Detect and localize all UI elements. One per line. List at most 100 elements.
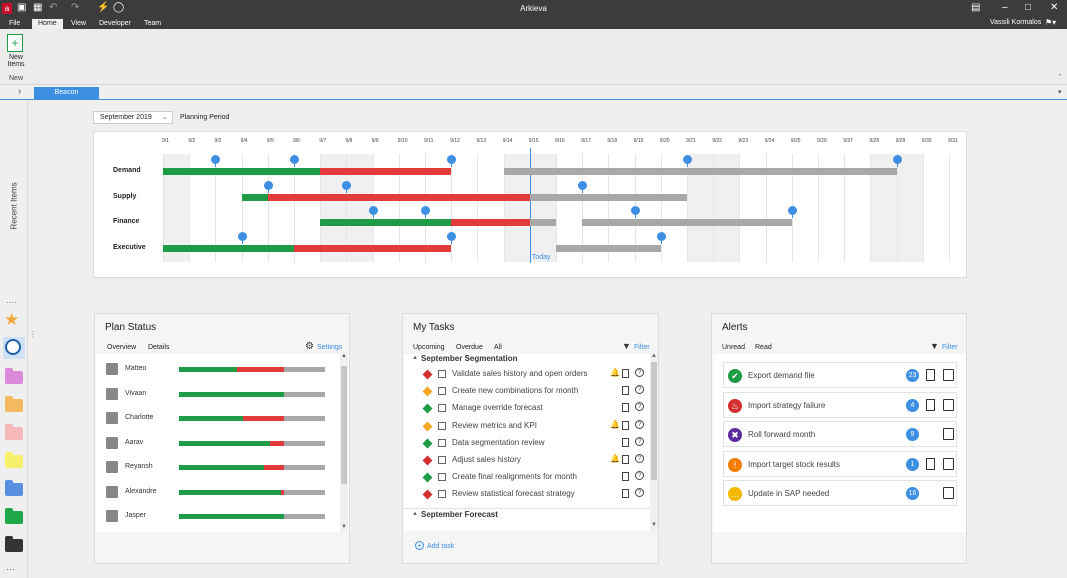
- milestone-marker[interactable]: [892, 155, 902, 167]
- alert-row[interactable]: ✖ Roll forward month 9: [723, 421, 957, 447]
- minimize-icon[interactable]: –: [1002, 2, 1008, 13]
- yellow-folder-icon[interactable]: [5, 452, 23, 468]
- alert-row[interactable]: ✔ Export demand file 23: [723, 362, 957, 388]
- milestone-marker[interactable]: [290, 155, 299, 167]
- add-task-link[interactable]: Add task: [427, 543, 455, 550]
- person-row[interactable]: Jasper: [106, 506, 346, 530]
- task-group-header[interactable]: September Forecast: [421, 510, 498, 519]
- help-icon[interactable]: ?: [635, 471, 644, 481]
- task-checkbox[interactable]: [438, 421, 446, 430]
- timeline-bar[interactable]: [241, 193, 268, 201]
- save-all-icon[interactable]: ▦: [33, 2, 43, 13]
- task-document-icon[interactable]: [943, 428, 954, 440]
- scrollbar-thumb[interactable]: [341, 366, 347, 484]
- document-icon[interactable]: [622, 472, 629, 482]
- milestone-marker[interactable]: [342, 180, 352, 193]
- task-row[interactable]: Adjust sales history 🔔?: [414, 453, 654, 470]
- menu-team[interactable]: Team: [144, 20, 162, 27]
- lightning-icon[interactable]: ⚡: [97, 2, 110, 13]
- milestone-marker[interactable]: [263, 180, 273, 193]
- document-icon[interactable]: [622, 386, 629, 396]
- layout-icon[interactable]: ▤: [971, 2, 981, 13]
- milestone-marker[interactable]: [630, 206, 640, 218]
- timeline-bar[interactable]: [320, 219, 452, 226]
- task-document-icon[interactable]: [943, 369, 954, 381]
- task-row[interactable]: Manage override forecast?: [414, 401, 654, 418]
- period-dropdown[interactable]: September 2019 ⌄: [93, 111, 173, 124]
- gear-icon[interactable]: ⚙: [305, 341, 314, 352]
- milestone-marker[interactable]: [447, 155, 457, 167]
- filter-link[interactable]: Filter: [634, 344, 650, 351]
- task-checkbox[interactable]: [438, 490, 446, 499]
- purple-folder-icon[interactable]: [5, 368, 23, 384]
- document-icon[interactable]: [622, 369, 629, 378]
- green-folder-icon[interactable]: [5, 508, 23, 524]
- task-row[interactable]: Data segmentation review?: [414, 436, 654, 453]
- person-row[interactable]: Aarav: [106, 433, 346, 457]
- task-checkbox[interactable]: [438, 370, 446, 378]
- alert-row[interactable]: … Update in SAP needed 16: [723, 480, 957, 506]
- timeline-bar[interactable]: [529, 193, 687, 201]
- help-icon[interactable]: ?: [635, 368, 644, 377]
- collapse-group-icon[interactable]: ▲: [412, 355, 418, 361]
- task-checkbox[interactable]: [438, 404, 446, 413]
- expand-chevron-icon[interactable]: ›: [18, 86, 22, 97]
- task-document-icon[interactable]: [943, 457, 954, 470]
- task-row[interactable]: Create final realignments for month?: [414, 470, 654, 487]
- document-icon[interactable]: [622, 489, 629, 499]
- menu-view[interactable]: View: [71, 20, 87, 27]
- filter-icon[interactable]: ▼: [622, 341, 631, 351]
- task-checkbox[interactable]: [438, 438, 446, 447]
- help-icon[interactable]: ?: [635, 436, 644, 446]
- help-icon[interactable]: ?: [635, 454, 644, 463]
- edit-document-icon[interactable]: [926, 369, 935, 381]
- lightbulb-icon[interactable]: ◯: [113, 2, 125, 13]
- blue-folder-icon[interactable]: [5, 480, 23, 496]
- milestone-marker[interactable]: [683, 155, 692, 167]
- menu-home[interactable]: Home: [32, 19, 63, 29]
- drag-handle-icon[interactable]: ····: [6, 298, 17, 307]
- tab-upcoming[interactable]: Upcoming: [413, 344, 445, 351]
- black-folder-icon[interactable]: [5, 536, 23, 552]
- person-row[interactable]: Reyansh: [106, 457, 346, 481]
- tab-all[interactable]: All: [494, 344, 502, 351]
- pink-folder-icon[interactable]: [5, 424, 23, 440]
- tab-beacon[interactable]: Beacon: [34, 87, 99, 99]
- timeline-bar[interactable]: [556, 244, 661, 252]
- task-row[interactable]: Create new combinations for month?: [414, 384, 654, 401]
- task-group-header[interactable]: September Segmentation: [421, 354, 518, 363]
- milestone-marker[interactable]: [578, 180, 588, 193]
- new-items-button[interactable]: New Items: [7, 54, 25, 68]
- timeline-bar[interactable]: [163, 244, 294, 252]
- person-row[interactable]: Matteo: [106, 359, 346, 383]
- milestone-marker[interactable]: [211, 155, 221, 167]
- timeline-bar[interactable]: [451, 219, 530, 226]
- person-row[interactable]: Charlotte: [106, 408, 346, 432]
- menu-developer[interactable]: Developer: [99, 20, 131, 27]
- user-name[interactable]: Vassili Kormalos: [990, 19, 1042, 26]
- tab-dropdown-icon[interactable]: ▾: [1058, 89, 1062, 96]
- person-row[interactable]: Vivaan: [106, 384, 346, 408]
- filter-icon[interactable]: ▼: [930, 341, 939, 351]
- edit-document-icon[interactable]: [926, 457, 935, 470]
- recent-items-label[interactable]: Recent Items: [9, 182, 19, 230]
- task-document-icon[interactable]: [943, 398, 954, 411]
- scroll-up-icon[interactable]: ▲: [341, 353, 347, 359]
- timeline-bar[interactable]: [582, 219, 792, 226]
- save-icon[interactable]: ▣: [17, 2, 27, 13]
- undo-icon[interactable]: ↶: [49, 2, 58, 13]
- help-icon[interactable]: ?: [635, 419, 644, 429]
- task-row[interactable]: Review statistical forecast strategy?: [414, 487, 654, 504]
- bell-icon[interactable]: 🔔: [610, 368, 620, 377]
- milestone-marker[interactable]: [656, 231, 666, 244]
- scrollbar-thumb[interactable]: [651, 362, 657, 480]
- collapse-ribbon-icon[interactable]: ⌃: [1057, 74, 1063, 81]
- new-items-icon[interactable]: +: [7, 34, 23, 52]
- milestone-marker[interactable]: [787, 206, 797, 218]
- task-checkbox[interactable]: [438, 387, 446, 396]
- add-icon[interactable]: +: [415, 541, 424, 550]
- document-icon[interactable]: [622, 437, 629, 447]
- tab-overdue[interactable]: Overdue: [456, 344, 483, 351]
- bell-icon[interactable]: 🔔: [610, 454, 620, 463]
- alert-row[interactable]: ♨ Import strategy failure 4: [723, 391, 957, 418]
